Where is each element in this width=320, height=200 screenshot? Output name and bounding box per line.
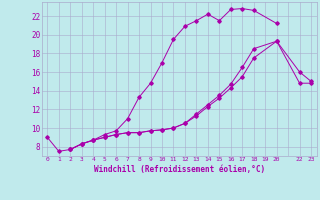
X-axis label: Windchill (Refroidissement éolien,°C): Windchill (Refroidissement éolien,°C) — [94, 165, 265, 174]
